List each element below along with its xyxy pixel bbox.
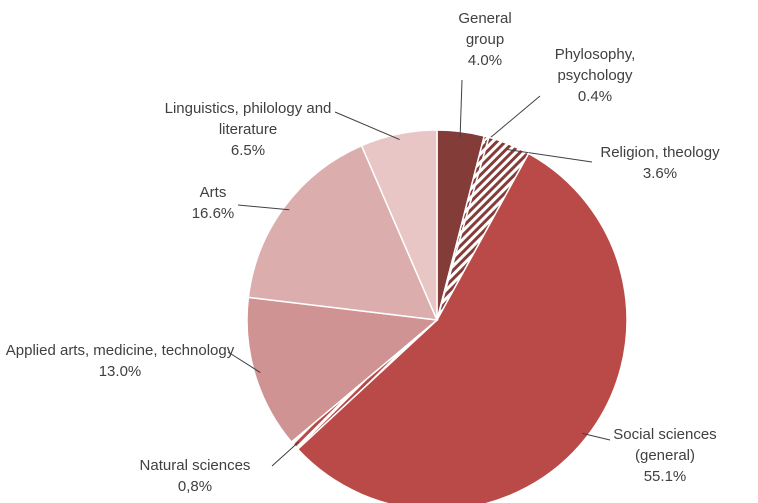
pie-slice xyxy=(296,152,628,503)
category-label: Phylosophy, psychology xyxy=(554,46,636,84)
value-label: 0.4% xyxy=(577,88,613,105)
leader-line xyxy=(271,441,300,467)
category-label: General group xyxy=(458,10,512,48)
slice-label: Linguistics, philology and literature 6.5… xyxy=(148,98,348,161)
value-label: 0,8% xyxy=(177,478,213,495)
slice-label: Natural sciences 0,8% xyxy=(120,455,270,497)
slice-label: Phylosophy, psychology 0.4% xyxy=(540,44,650,107)
slice-label: Religion, theology 3.6% xyxy=(590,142,730,184)
leader-line xyxy=(227,351,261,373)
category-label: Applied arts, medicine, technology xyxy=(5,342,235,359)
value-label: 55.1% xyxy=(643,468,687,485)
value-label: 13.0% xyxy=(98,363,142,380)
leader-line xyxy=(334,111,400,140)
pie-slice xyxy=(246,296,439,444)
category-label: Natural sciences xyxy=(139,457,251,474)
value-label: 4.0% xyxy=(467,52,503,69)
value-label: 3.6% xyxy=(642,165,678,182)
slice-label: Arts 16.6% xyxy=(178,182,248,224)
leader-line xyxy=(459,79,463,138)
value-label: 6.5% xyxy=(230,142,266,159)
leader-line xyxy=(582,432,611,441)
slice-label: General group 4.0% xyxy=(445,8,525,71)
leader-line xyxy=(237,204,290,211)
pie-slice xyxy=(247,144,439,321)
leader-line xyxy=(506,149,593,163)
leader-line xyxy=(484,95,541,143)
slice-label: Applied arts, medicine, technology 13.0% xyxy=(5,340,235,382)
category-label: Social sciences (general) xyxy=(613,426,717,464)
pie-slice xyxy=(360,129,438,321)
category-label: Religion, theology xyxy=(600,144,720,161)
slice-label: Social sciences (general) 55.1% xyxy=(600,424,730,487)
category-label: Linguistics, philology and literature xyxy=(164,100,332,138)
value-label: 16.6% xyxy=(191,205,235,222)
category-label: Arts xyxy=(199,184,227,201)
